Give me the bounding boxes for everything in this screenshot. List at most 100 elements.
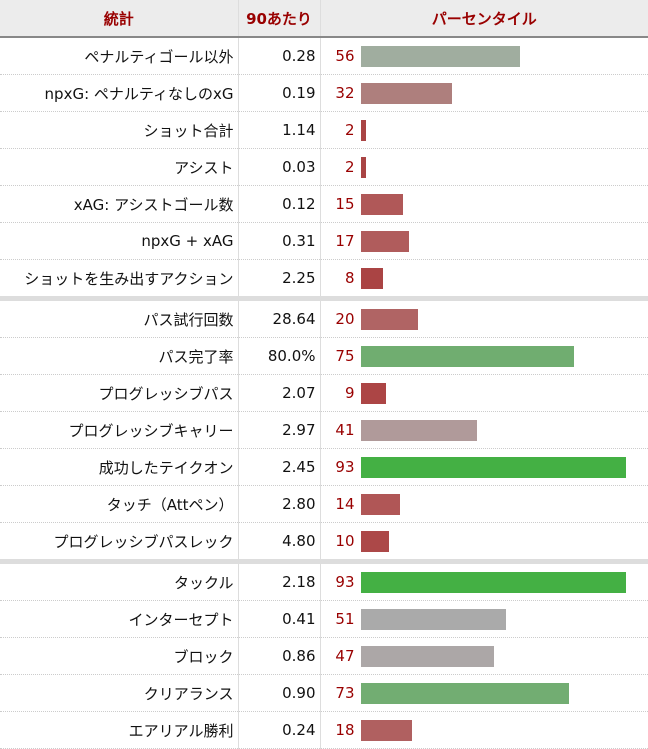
percentile-bar (360, 194, 404, 215)
percentile-value: 15 (335, 195, 355, 213)
table-row: xAG: アシストゴール数 0.12 15 (0, 185, 648, 223)
stat-name: 成功したテイクオン (0, 448, 238, 486)
stat-name: クリアランス (0, 674, 238, 712)
per90-value: 2.97 (237, 411, 321, 449)
percentile-cell: 56 (320, 37, 648, 75)
percentile-cell: 32 (320, 74, 648, 112)
table-row: ペナルティゴール以外 0.28 56 (0, 37, 648, 75)
percentile-cell: 41 (320, 411, 648, 449)
percentile-bar (360, 157, 367, 178)
per90-value: 0.90 (237, 674, 321, 712)
stat-name: ペナルティゴール以外 (0, 37, 238, 75)
percentile-bar (360, 531, 389, 552)
stat-name: アシスト (0, 148, 238, 186)
percentile-bar (360, 83, 452, 104)
table-row: npxG: ペナルティなしのxG 0.19 32 (0, 74, 648, 112)
table-row: ショットを生み出すアクション 2.25 8 (0, 259, 648, 301)
stat-name: xAG: アシストゴール数 (0, 185, 238, 223)
percentile-cell: 51 (320, 600, 648, 638)
percentile-cell: 14 (320, 485, 648, 523)
stat-name: パス完了率 (0, 337, 238, 375)
stat-name: タックル (0, 561, 238, 601)
percentile-bar (360, 609, 506, 630)
percentile-value: 41 (335, 421, 355, 439)
percentile-cell: 2 (320, 111, 648, 149)
table-row: パス完了率 80.0% 75 (0, 337, 648, 375)
percentile-value: 20 (335, 310, 355, 328)
percentile-value: 93 (335, 458, 355, 476)
percentile-cell: 2 (320, 148, 648, 186)
percentile-bar (360, 46, 521, 67)
table-row: タックル 2.18 93 (0, 561, 648, 601)
table-row: プログレッシブキャリー 2.97 41 (0, 411, 648, 449)
per90-value: 80.0% (237, 337, 321, 375)
percentile-value: 75 (335, 347, 355, 365)
stat-name: npxG + xAG (0, 222, 238, 260)
percentile-value: 93 (335, 573, 355, 591)
percentile-bar (360, 494, 401, 515)
per90-value: 2.80 (237, 485, 321, 523)
percentile-value: 73 (335, 684, 355, 702)
percentile-value: 56 (335, 47, 355, 65)
per90-value: 0.03 (237, 148, 321, 186)
per90-value: 0.31 (237, 222, 321, 260)
per90-value: 2.18 (237, 561, 321, 601)
per90-value: 4.80 (237, 522, 321, 564)
table-row: パス試行回数 28.64 20 (0, 298, 648, 338)
table-row: プログレッシブパス 2.07 9 (0, 374, 648, 412)
per90-value: 0.41 (237, 600, 321, 638)
percentile-value: 9 (344, 384, 355, 402)
table-row: npxG + xAG 0.31 17 (0, 222, 648, 260)
stat-name: ショット合計 (0, 111, 238, 149)
stat-name: インターセプト (0, 600, 238, 638)
per90-value: 0.28 (237, 37, 321, 75)
percentile-bar (360, 268, 384, 289)
per90-value: 0.86 (237, 637, 321, 675)
percentile-bar (360, 683, 569, 704)
percentile-bar (360, 231, 409, 252)
table-row: プログレッシブパスレック 4.80 10 (0, 522, 648, 564)
percentile-bar (360, 457, 626, 478)
header-percentile[interactable]: パーセンタイル (320, 0, 648, 38)
percentile-value: 51 (335, 610, 355, 628)
header-stat[interactable]: 統計 (0, 0, 238, 38)
per90-value: 0.12 (237, 185, 321, 223)
percentile-value: 18 (335, 721, 355, 739)
per90-value: 2.45 (237, 448, 321, 486)
percentile-cell: 10 (320, 522, 648, 564)
stat-name: プログレッシブパス (0, 374, 238, 412)
percentile-bar (360, 420, 478, 441)
percentile-bar (360, 572, 626, 593)
stat-name: パス試行回数 (0, 298, 238, 338)
percentile-bar (360, 720, 412, 741)
per90-value: 28.64 (237, 298, 321, 338)
percentile-bar (360, 120, 367, 141)
table-row: ブロック 0.86 47 (0, 637, 648, 675)
percentile-bar (360, 383, 387, 404)
percentile-cell: 47 (320, 637, 648, 675)
stat-name: ブロック (0, 637, 238, 675)
percentile-value: 10 (335, 532, 355, 550)
percentile-cell: 17 (320, 222, 648, 260)
stat-name: npxG: ペナルティなしのxG (0, 74, 238, 112)
percentile-bar (360, 646, 495, 667)
percentile-cell: 93 (320, 561, 648, 601)
header-per90[interactable]: 90あたり (237, 0, 321, 38)
percentile-value: 8 (344, 269, 355, 287)
percentile-value: 32 (335, 84, 355, 102)
percentile-cell: 20 (320, 298, 648, 338)
per90-value: 2.07 (237, 374, 321, 412)
percentile-cell: 75 (320, 337, 648, 375)
percentile-cell: 8 (320, 259, 648, 301)
percentile-cell: 73 (320, 674, 648, 712)
percentile-bar (360, 346, 575, 367)
table-row: タッチ（Attペン） 2.80 14 (0, 485, 648, 523)
percentile-value: 47 (335, 647, 355, 665)
percentile-cell: 93 (320, 448, 648, 486)
per90-value: 0.19 (237, 74, 321, 112)
percentile-value: 2 (344, 158, 355, 176)
table-row: ショット合計 1.14 2 (0, 111, 648, 149)
stat-name: ショットを生み出すアクション (0, 259, 238, 301)
table-row: アシスト 0.03 2 (0, 148, 648, 186)
